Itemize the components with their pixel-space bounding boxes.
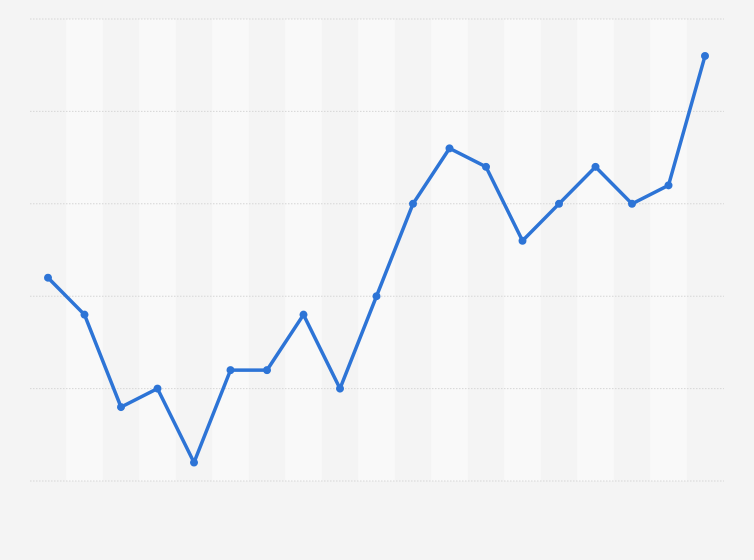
data-point[interactable] (482, 162, 490, 171)
column-band (285, 19, 322, 481)
data-point[interactable] (555, 199, 563, 208)
column-band (577, 19, 614, 481)
data-point[interactable] (44, 273, 52, 282)
data-point[interactable] (226, 366, 235, 375)
data-point[interactable] (80, 310, 89, 319)
data-point[interactable] (445, 144, 454, 153)
data-point[interactable] (117, 403, 125, 412)
data-point[interactable] (664, 181, 673, 190)
column-band (212, 19, 249, 481)
data-point[interactable] (299, 310, 308, 319)
column-band (358, 19, 395, 481)
data-point[interactable] (153, 384, 162, 393)
column-band (139, 19, 176, 481)
data-point[interactable] (591, 162, 600, 171)
column-band (431, 19, 468, 481)
data-point[interactable] (701, 51, 709, 60)
column-band (66, 19, 103, 481)
data-point[interactable] (336, 384, 344, 393)
data-point[interactable] (263, 366, 271, 375)
data-point[interactable] (190, 458, 198, 467)
column-band (504, 19, 541, 481)
data-point[interactable] (372, 292, 381, 301)
series-points (44, 51, 709, 467)
data-point[interactable] (628, 199, 636, 208)
data-point[interactable] (409, 199, 417, 208)
column-band (650, 19, 687, 481)
data-point[interactable] (518, 236, 527, 245)
column-bands (66, 19, 687, 481)
